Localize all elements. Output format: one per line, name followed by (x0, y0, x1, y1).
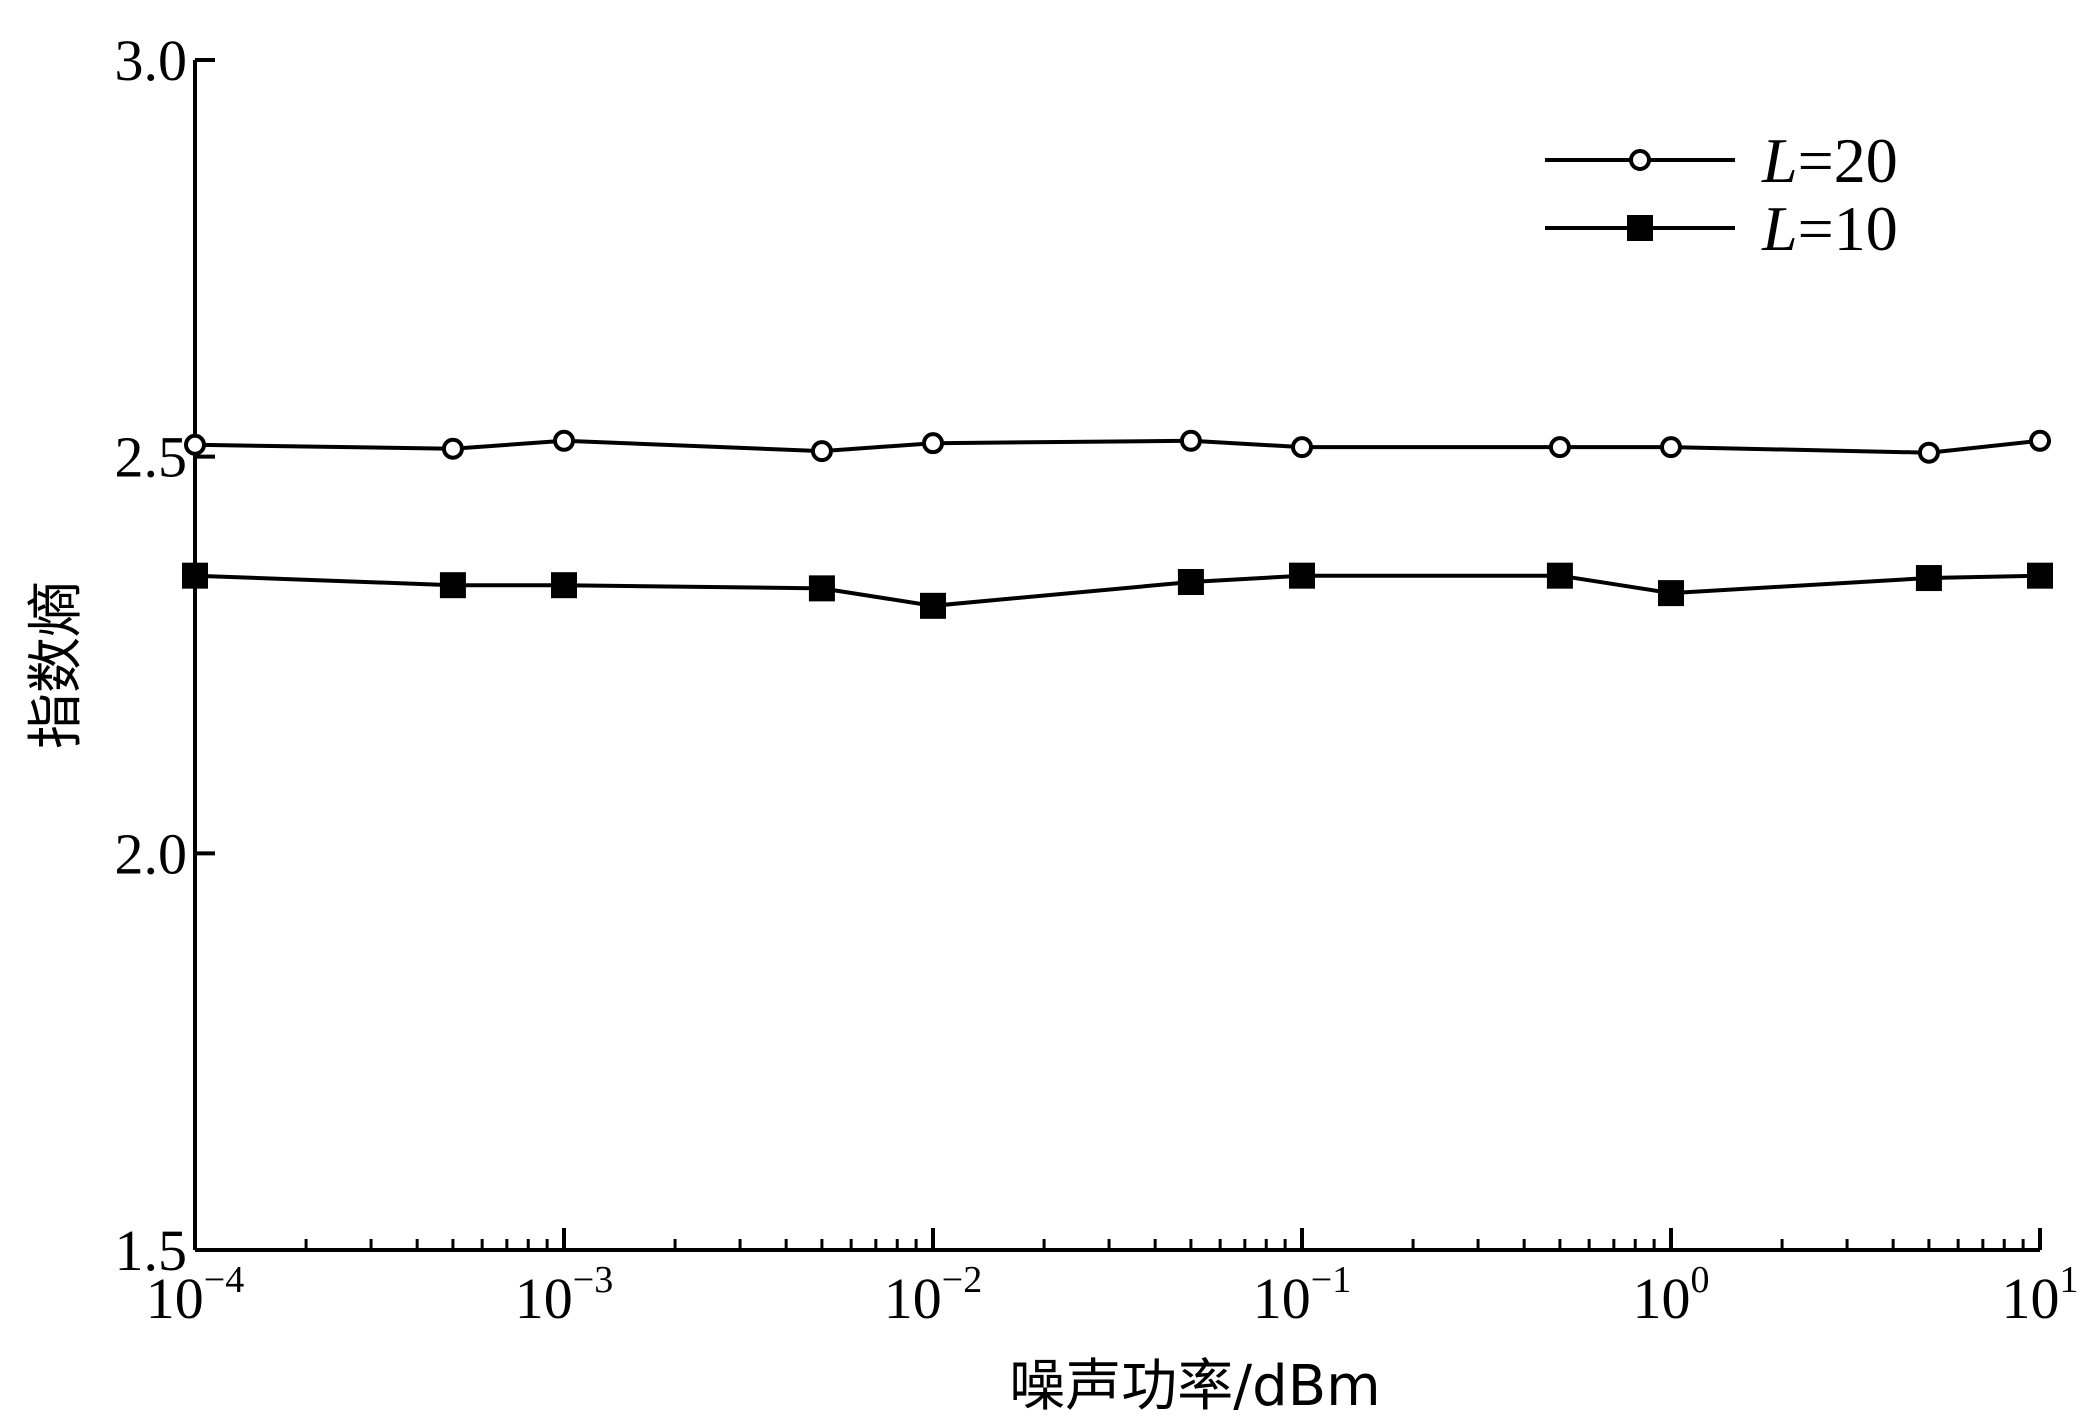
x-tick-exponent: −1 (1311, 1259, 1351, 1301)
x-tick-label: 10−2 (884, 1259, 982, 1331)
data-point (808, 575, 835, 602)
x-tick-label: 10−4 (146, 1259, 244, 1331)
x-tick-base: 10 (2002, 1266, 2060, 1331)
data-point (1548, 436, 1571, 459)
data-point (1289, 562, 1315, 589)
legend-label: L=10 (1761, 193, 1898, 264)
legend-marker (1627, 215, 1653, 241)
x-tick-label: 10−3 (515, 1259, 613, 1331)
x-tick-base: 10 (515, 1266, 573, 1331)
data-point (2027, 562, 2053, 589)
data-point (439, 572, 466, 599)
data-point (920, 592, 946, 619)
data-point (922, 432, 944, 455)
y-tick-label: 1.5 (115, 1218, 188, 1283)
x-tick-exponent: 0 (1691, 1259, 1710, 1301)
x-tick-exponent: −4 (204, 1259, 244, 1301)
data-point (2029, 429, 2051, 452)
axes: 1.52.02.53.010−4 10−3 10−2 10−1 100 101 (115, 28, 2079, 1331)
x-axis-title: 噪声功率/dBm (1009, 1354, 1380, 1419)
y-tick-label: 3.0 (115, 28, 188, 93)
x-tick-exponent: 1 (2060, 1259, 2079, 1301)
data-point (1291, 436, 1313, 459)
data-point (1177, 569, 1204, 596)
legend-label-value: =20 (1798, 125, 1898, 196)
data-point (1915, 565, 1942, 592)
legend-label-variable: L (1761, 125, 1798, 196)
data-point (553, 429, 575, 452)
x-tick-exponent: −3 (573, 1259, 613, 1301)
data-point (1546, 562, 1573, 589)
data-point (1658, 580, 1684, 607)
series-2 (182, 562, 2053, 619)
y-tick-label: 2.0 (115, 821, 188, 886)
x-tick-base: 10 (884, 1266, 942, 1331)
legend-marker (1629, 149, 1651, 171)
legend-label-value: =10 (1798, 193, 1898, 264)
x-tick-exponent: −2 (942, 1259, 982, 1301)
data-point (441, 437, 464, 460)
series-line (194, 438, 2041, 455)
legend: L=20L=10 (1545, 125, 1898, 264)
x-tick-base: 10 (1253, 1266, 1311, 1331)
data-point (551, 572, 577, 599)
y-axis-title: 指数熵 (24, 581, 89, 749)
series-layer (182, 429, 2053, 619)
x-tick-label: 100 (1633, 1259, 1710, 1331)
x-tick-base: 10 (146, 1266, 204, 1331)
data-point (1179, 429, 1202, 452)
data-point (182, 562, 208, 589)
y-tick-label: 2.5 (115, 425, 188, 490)
data-point (184, 433, 206, 456)
legend-label: L=20 (1761, 125, 1898, 196)
series-1 (184, 429, 2051, 464)
data-point (810, 440, 833, 463)
legend-label-variable: L (1761, 193, 1798, 264)
legend-item-2: L=10 (1545, 193, 1898, 264)
data-point (1917, 441, 1940, 464)
legend-item-1: L=20 (1545, 125, 1898, 196)
x-tick-label: 10−1 (1253, 1259, 1351, 1331)
x-tick-label: 101 (2002, 1259, 2079, 1331)
x-tick-base: 10 (1633, 1266, 1691, 1331)
data-point (1660, 436, 1682, 459)
series-line (194, 573, 2041, 608)
